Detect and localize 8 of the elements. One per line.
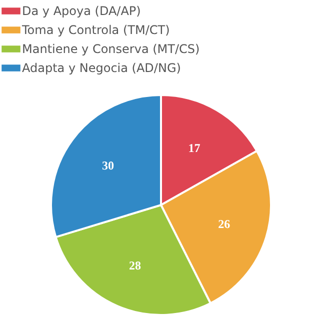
data-label: 30 <box>102 158 114 173</box>
data-label: 17 <box>188 141 200 156</box>
data-label: 26 <box>218 217 230 232</box>
legend-label: Da y Apoya (DA/AP) <box>22 4 141 18</box>
legend-label: Adapta y Negocia (AD/NG) <box>22 61 181 75</box>
legend-label: Mantiene y Conserva (MT/CS) <box>22 42 200 56</box>
data-label: 28 <box>129 258 142 273</box>
legend-label: Toma y Controla (TM/CT) <box>21 23 170 37</box>
